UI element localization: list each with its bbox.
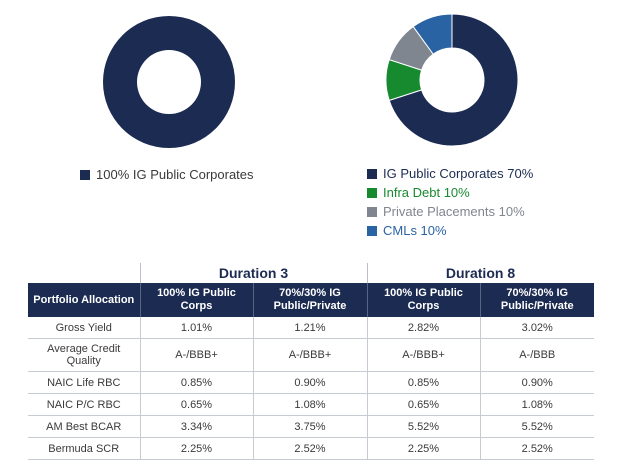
portfolio-comparison-table: Portfolio Allocation 100% IG Public Corp… [28,283,594,460]
legend-swatch [367,187,377,198]
group-divider-left [140,263,141,283]
legend-item-100-ig-public-corporates: 100% IG Public Corporates [80,165,254,184]
legend-label: 100% IG Public Corporates [96,167,254,182]
legend-item-cmls-10: CMLs 10% [367,221,533,240]
header-d8-100-ig: 100% IG Public Corps [366,283,480,317]
table-cell: 5.52% [479,415,594,438]
table-cell: 0.65% [139,393,253,416]
table-cell: 5.52% [366,415,480,438]
table-cell: A-/BBB+ [252,338,367,372]
table-cell: 2.52% [252,437,367,460]
legend-swatch [367,168,377,179]
table-header-row: Portfolio Allocation 100% IG Public Corp… [28,283,594,317]
table-row: AM Best BCAR 3.34% 3.75% 5.52% 5.52% [28,415,594,438]
table-cell: A-/BBB [479,338,594,372]
legend-left: 100% IG Public Corporates [80,165,254,184]
legend-label: IG Public Corporates 70% [383,166,534,181]
table-cell: 0.90% [252,371,367,394]
table-cell: 0.65% [366,393,480,416]
header-d3-70-30: 70%/30% IG Public/Private [252,283,367,317]
table-cell: A-/BBB+ [139,338,253,372]
table-cell: 3.02% [479,317,594,339]
legend-swatch [367,225,377,236]
duration-3-header: Duration 3 [218,265,289,281]
legend-label: Private Placements 10% [383,204,525,219]
legend-right: IG Public Corporates 70% Infra Debt 10% Pr… [367,164,533,240]
duration-8-header: Duration 8 [445,265,516,281]
row-label: Average Credit Quality [28,338,140,372]
legend-item-ig-public-corporates-70: IG Public Corporates 70% [367,164,533,183]
legend-label: Infra Debt 10% [383,185,470,200]
table-cell: 2.25% [139,437,253,460]
legend-item-private-placements-10: Private Placements 10% [367,202,533,221]
table-cell: 2.52% [479,437,594,460]
row-label: Gross Yield [28,317,140,339]
table-cell: 0.90% [479,371,594,394]
table-cell: 1.08% [479,393,594,416]
table-cell: 0.85% [139,371,253,394]
header-portfolio-allocation: Portfolio Allocation [28,283,140,317]
table-cell: 3.34% [139,415,253,438]
table-row: Bermuda SCR 2.25% 2.52% 2.25% 2.52% [28,437,594,460]
row-label: AM Best BCAR [28,415,140,438]
table-cell: 2.25% [366,437,480,460]
legend-swatch [367,206,377,217]
table-row: NAIC P/C RBC 0.65% 1.08% 0.65% 1.08% [28,393,594,416]
slice-100-ig-public-corporates [103,16,235,148]
table-cell: 1.08% [252,393,367,416]
table-cell: A-/BBB+ [366,338,480,372]
table-cell: 1.01% [139,317,253,339]
donut-chart-mixed-allocation [385,13,519,147]
table-row: Gross Yield 1.01% 1.21% 2.82% 3.02% [28,317,594,339]
group-divider-right [367,263,368,283]
legend-label: CMLs 10% [383,223,447,238]
header-d3-100-ig: 100% IG Public Corps [139,283,253,317]
slice-ig-public-corporates-70 [388,13,519,147]
row-label: NAIC Life RBC [28,371,140,394]
table-row: NAIC Life RBC 0.85% 0.90% 0.85% 0.90% [28,371,594,394]
legend-item-infra-debt-10: Infra Debt 10% [367,183,533,202]
row-label: Bermuda SCR [28,437,140,460]
table-row: Average Credit Quality A-/BBB+ A-/BBB+ A… [28,338,594,372]
slice-cmls-10 [412,13,453,55]
header-d8-70-30: 70%/30% IG Public/Private [479,283,594,317]
donut-chart-ig-public-corporates [103,16,235,148]
legend-swatch [80,169,90,180]
table-cell: 3.75% [252,415,367,438]
table-cell: 1.21% [252,317,367,339]
table-cell: 0.85% [366,371,480,394]
donut-charts [103,13,519,148]
table-cell: 2.82% [366,317,480,339]
row-label: NAIC P/C RBC [28,393,140,416]
